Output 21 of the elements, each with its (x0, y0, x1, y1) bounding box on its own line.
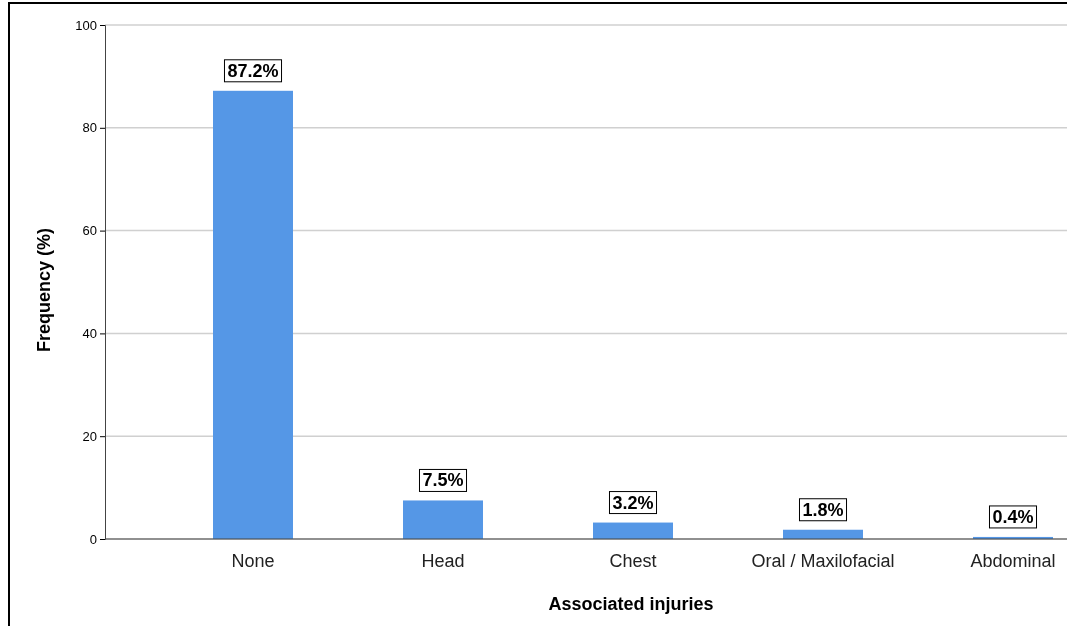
data-label: 7.5% (422, 470, 464, 491)
y-tick-label: 80 (82, 120, 97, 136)
data-label: 1.8% (802, 499, 844, 520)
y-axis-title: Frequency (%) (34, 227, 54, 353)
data-label: 0.4% (992, 506, 1034, 527)
x-axis-title: Associated injuries (548, 594, 714, 614)
y-tick-label: 40 (82, 326, 97, 342)
x-tick-label: Head (421, 551, 465, 571)
x-tick-label: Chest (609, 551, 657, 571)
bar (403, 500, 483, 539)
y-tick-label: 100 (75, 17, 97, 33)
y-tick-label: 20 (82, 428, 97, 444)
bar (213, 90, 293, 539)
bar (593, 522, 673, 539)
y-tick-label: 60 (82, 223, 97, 239)
x-tick-label: None (231, 551, 275, 571)
y-tick-label: 0 (89, 531, 97, 547)
x-tick-label: Oral / Maxilofacial (751, 551, 895, 571)
data-label: 87.2% (227, 60, 279, 81)
x-tick-label: Abdominal (970, 551, 1056, 571)
data-label: 3.2% (612, 492, 654, 513)
